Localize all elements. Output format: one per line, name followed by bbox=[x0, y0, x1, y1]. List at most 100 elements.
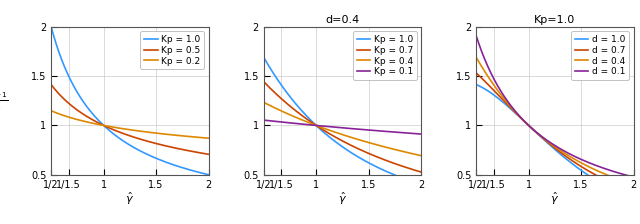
Line: d = 0.1: d = 0.1 bbox=[476, 36, 634, 177]
d = 0.1 bbox=[536, 134, 544, 136]
Kp = 1.0 bbox=[111, 134, 118, 136]
Kp = 1.0 bbox=[260, 56, 268, 59]
d = 0.7 bbox=[598, 177, 605, 179]
Kp = 1.0 bbox=[170, 164, 178, 166]
d = 1.0 bbox=[630, 198, 637, 201]
Kp = 0.1 bbox=[260, 119, 268, 121]
Kp = 0.5 bbox=[63, 101, 71, 103]
Kp = 1.0 bbox=[47, 26, 55, 28]
Kp = 0.2 bbox=[63, 115, 71, 118]
d = 0.7 bbox=[630, 191, 637, 193]
Legend: Kp = 1.0, Kp = 0.7, Kp = 0.4, Kp = 0.1: Kp = 1.0, Kp = 0.7, Kp = 0.4, Kp = 0.1 bbox=[353, 31, 417, 80]
Kp = 1.0 bbox=[417, 183, 425, 186]
Line: Kp = 0.2: Kp = 0.2 bbox=[51, 111, 209, 138]
Line: Kp = 0.1: Kp = 0.1 bbox=[264, 120, 421, 134]
Kp = 0.7 bbox=[368, 153, 376, 156]
Title: d=0.4: d=0.4 bbox=[325, 15, 360, 25]
d = 0.1 bbox=[595, 165, 603, 168]
Line: Kp = 0.4: Kp = 0.4 bbox=[264, 102, 421, 156]
X-axis label: $\hat{\gamma}$: $\hat{\gamma}$ bbox=[550, 191, 559, 207]
Line: Kp = 1.0: Kp = 1.0 bbox=[264, 57, 421, 185]
Kp = 0.4 bbox=[417, 154, 425, 157]
Kp = 1.0 bbox=[329, 138, 337, 141]
Kp = 0.4 bbox=[276, 109, 284, 112]
d = 0.4 bbox=[536, 134, 544, 137]
Kp = 0.1 bbox=[368, 129, 376, 132]
Kp = 0.2 bbox=[116, 127, 124, 130]
d = 0.4 bbox=[580, 163, 588, 166]
Kp = 0.5 bbox=[111, 129, 118, 132]
d = 0.4 bbox=[595, 170, 603, 173]
Kp = 0.2 bbox=[47, 110, 55, 112]
d = 0.7 bbox=[536, 134, 544, 137]
Kp = 0.7 bbox=[323, 131, 331, 134]
d = 1.0 bbox=[541, 140, 549, 142]
Kp = 0.5 bbox=[205, 153, 212, 156]
d = 0.1 bbox=[598, 166, 605, 169]
Kp = 0.1 bbox=[276, 121, 284, 123]
Kp = 0.1 bbox=[417, 133, 425, 135]
d = 0.7 bbox=[488, 87, 496, 90]
d = 0.1 bbox=[488, 74, 496, 77]
Kp = 0.5 bbox=[173, 147, 180, 150]
Kp = 1.0 bbox=[276, 82, 284, 84]
Kp = 0.7 bbox=[385, 160, 393, 163]
d = 0.4 bbox=[488, 82, 496, 84]
d = 1.0 bbox=[580, 171, 588, 174]
Legend: Kp = 1.0, Kp = 0.5, Kp = 0.2: Kp = 1.0, Kp = 0.5, Kp = 0.2 bbox=[140, 31, 204, 69]
Kp = 1.0 bbox=[116, 138, 124, 140]
d = 1.0 bbox=[536, 135, 544, 137]
Kp = 0.7 bbox=[260, 80, 268, 83]
Kp = 1.0 bbox=[156, 158, 163, 161]
d = 0.1 bbox=[580, 159, 588, 162]
Kp = 0.4 bbox=[368, 142, 376, 145]
Kp = 0.1 bbox=[323, 125, 331, 128]
Kp = 0.5 bbox=[156, 143, 163, 146]
Kp = 0.2 bbox=[205, 137, 212, 140]
Kp = 1.0 bbox=[385, 171, 393, 174]
Kp = 0.7 bbox=[383, 159, 390, 162]
Kp = 0.4 bbox=[260, 101, 268, 104]
Line: Kp = 0.7: Kp = 0.7 bbox=[264, 82, 421, 172]
Legend: d = 1.0, d = 0.7, d = 0.4, d = 0.1: d = 1.0, d = 0.7, d = 0.4, d = 0.1 bbox=[572, 31, 629, 80]
Kp = 0.2 bbox=[173, 134, 180, 137]
d = 0.7 bbox=[541, 139, 549, 142]
Kp = 1.0 bbox=[63, 72, 71, 74]
d = 0.1 bbox=[472, 34, 480, 37]
d = 1.0 bbox=[595, 181, 603, 183]
Kp = 1.0 bbox=[205, 173, 212, 176]
Kp = 0.1 bbox=[383, 130, 390, 133]
d = 0.4 bbox=[541, 138, 549, 141]
Kp = 0.5 bbox=[116, 131, 124, 134]
Kp = 0.4 bbox=[329, 130, 337, 133]
Kp = 0.2 bbox=[170, 134, 178, 136]
Kp = 0.1 bbox=[329, 126, 337, 128]
d = 0.4 bbox=[472, 56, 480, 59]
Kp = 0.7 bbox=[329, 134, 337, 137]
Kp = 0.7 bbox=[276, 96, 284, 99]
Kp = 0.5 bbox=[170, 146, 178, 149]
Line: Kp = 0.5: Kp = 0.5 bbox=[51, 85, 209, 154]
X-axis label: $\hat{\gamma}$: $\hat{\gamma}$ bbox=[338, 191, 347, 207]
Kp = 1.0 bbox=[323, 134, 331, 137]
Line: d = 0.4: d = 0.4 bbox=[476, 57, 634, 185]
d = 0.1 bbox=[630, 176, 637, 179]
Kp = 1.0 bbox=[173, 165, 180, 167]
Kp = 0.4 bbox=[323, 128, 331, 131]
d = 0.7 bbox=[580, 167, 588, 170]
Y-axis label: $\frac{E_{t+1}}{E_t}$: $\frac{E_{t+1}}{E_t}$ bbox=[0, 86, 9, 116]
Line: d = 1.0: d = 1.0 bbox=[476, 85, 634, 199]
Line: Kp = 1.0: Kp = 1.0 bbox=[51, 27, 209, 175]
d = 0.4 bbox=[630, 183, 637, 186]
d = 0.7 bbox=[595, 175, 603, 178]
d = 1.0 bbox=[488, 93, 496, 95]
d = 0.4 bbox=[598, 171, 605, 174]
Kp = 1.0 bbox=[368, 163, 376, 166]
d = 1.0 bbox=[472, 83, 480, 86]
Kp = 0.2 bbox=[156, 132, 163, 135]
Title: Kp=1.0: Kp=1.0 bbox=[534, 15, 575, 25]
d = 1.0 bbox=[598, 183, 605, 185]
Line: d = 0.7: d = 0.7 bbox=[476, 73, 634, 192]
X-axis label: $\hat{\gamma}$: $\hat{\gamma}$ bbox=[125, 191, 134, 207]
Kp = 0.5 bbox=[47, 83, 55, 86]
